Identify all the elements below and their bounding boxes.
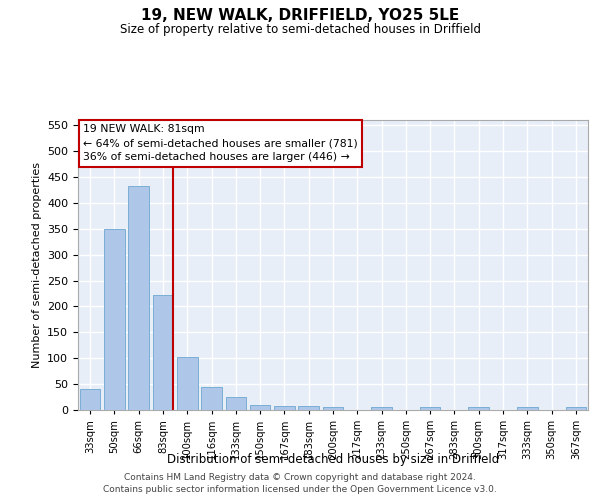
- Text: Size of property relative to semi-detached houses in Driffield: Size of property relative to semi-detach…: [119, 22, 481, 36]
- Bar: [250, 405, 271, 410]
- Bar: [128, 186, 149, 410]
- Bar: [201, 387, 222, 410]
- Bar: [371, 408, 392, 410]
- Bar: [469, 408, 489, 410]
- Bar: [226, 397, 246, 410]
- Text: 19, NEW WALK, DRIFFIELD, YO25 5LE: 19, NEW WALK, DRIFFIELD, YO25 5LE: [141, 8, 459, 22]
- Bar: [104, 229, 125, 410]
- Bar: [152, 294, 173, 410]
- Bar: [177, 357, 197, 410]
- Text: Contains public sector information licensed under the Open Government Licence v3: Contains public sector information licen…: [103, 485, 497, 494]
- Bar: [566, 408, 586, 410]
- Bar: [517, 408, 538, 410]
- Bar: [323, 407, 343, 410]
- Bar: [80, 390, 100, 410]
- Bar: [298, 406, 319, 410]
- Text: Distribution of semi-detached houses by size in Driffield: Distribution of semi-detached houses by …: [167, 452, 499, 466]
- Bar: [420, 408, 440, 410]
- Bar: [274, 406, 295, 410]
- Text: 19 NEW WALK: 81sqm
← 64% of semi-detached houses are smaller (781)
36% of semi-d: 19 NEW WALK: 81sqm ← 64% of semi-detache…: [83, 124, 358, 162]
- Y-axis label: Number of semi-detached properties: Number of semi-detached properties: [32, 162, 41, 368]
- Text: Contains HM Land Registry data © Crown copyright and database right 2024.: Contains HM Land Registry data © Crown c…: [124, 472, 476, 482]
